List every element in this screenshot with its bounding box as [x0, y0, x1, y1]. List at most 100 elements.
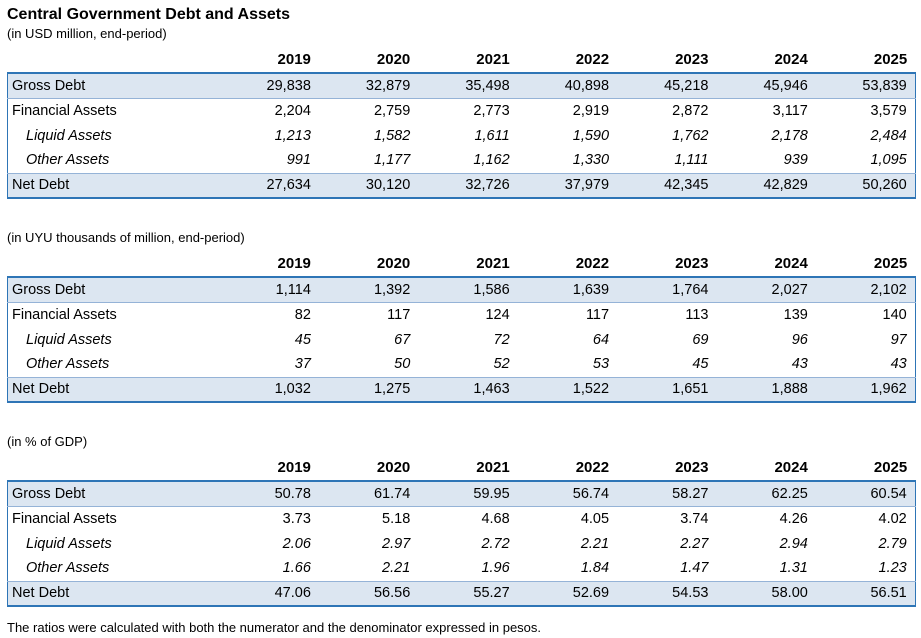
row-label: Financial Assets — [12, 102, 117, 119]
year-header: 2019 — [277, 51, 311, 68]
row-label: Net Debt — [7, 376, 220, 402]
value-cell: 42,829 — [716, 172, 816, 198]
value-cell: 27,634 — [219, 172, 319, 198]
row-label: Other Assets — [26, 152, 110, 169]
year-header: 2023 — [675, 51, 709, 68]
value-cell: 2.21 — [382, 560, 411, 577]
value-cell: 2.06 — [282, 535, 311, 552]
year-header: 2025 — [873, 255, 908, 272]
table-row: Gross Debt 50.78 61.74 59.95 56.74 58.27 62.25… — [7, 481, 916, 507]
value-cell: 1,463 — [418, 376, 518, 402]
row-label: Other Assets — [26, 356, 110, 373]
value-cell: 82 — [294, 306, 311, 323]
years-header: 2019 2020 2021 2022 2023 2024 2025 — [8, 246, 916, 277]
value-cell: 43 — [791, 356, 808, 373]
value-cell: 30,120 — [318, 172, 419, 198]
value-cell: 1,639 — [517, 277, 618, 303]
value-cell: 1,162 — [473, 152, 510, 169]
years-header-row: 2019 2020 2021 2022 2023 2024 2025 — [8, 42, 916, 73]
value-cell: 1.47 — [680, 560, 709, 577]
year-header: 2024 — [774, 255, 808, 272]
table-row: Net Debt 47.06 56.56 55.27 52.69 54.53 58.00 56… — [7, 580, 916, 606]
years-header: 2019 2020 2021 2022 2023 2024 2025 — [8, 450, 916, 481]
row-label: Financial Assets — [12, 510, 117, 527]
value-cell: 37,979 — [517, 172, 618, 198]
value-cell: 3.73 — [282, 510, 311, 527]
value-cell: 1.31 — [779, 560, 808, 577]
year-header: 2020 — [376, 51, 411, 68]
table-row: Financial Assets 3.73 5.18 4.68 4.05 3.74 4.26… — [8, 506, 916, 531]
value-cell: 67 — [394, 331, 411, 348]
value-cell: 4.26 — [779, 510, 808, 527]
table-row: Gross Debt 1,114 1,392 1,586 1,639 1,764 2,027… — [7, 277, 916, 303]
table-row: Net Debt 1,032 1,275 1,463 1,522 1,651 1,888 1,… — [7, 376, 916, 402]
value-cell: 2,919 — [572, 102, 610, 119]
value-cell: 2,872 — [672, 102, 709, 119]
table-row: Other Assets 1.66 2.21 1.96 1.84 1.47 1.31 1.23 — [8, 556, 916, 581]
value-cell: 4.02 — [878, 510, 907, 527]
value-cell: 45,946 — [716, 73, 816, 99]
years-header: 2019 2020 2021 2022 2023 2024 2025 — [8, 42, 916, 73]
year-header: 2019 — [277, 255, 311, 272]
value-cell: 72 — [493, 331, 510, 348]
value-cell: 42,345 — [617, 172, 717, 198]
table-row: Other Assets 991 1,177 1,162 1,330 1,111 939 1,… — [8, 148, 916, 173]
value-cell: 53,839 — [815, 73, 916, 99]
value-cell: 939 — [783, 152, 808, 169]
table-body: Gross Debt 1,114 1,392 1,586 1,639 1,764 2,027… — [7, 277, 916, 402]
value-cell: 58.27 — [617, 481, 717, 507]
value-cell: 1,111 — [674, 152, 709, 169]
table-body: Gross Debt 50.78 61.74 59.95 56.74 58.27 62.25… — [7, 481, 916, 606]
value-cell: 58.00 — [716, 580, 816, 606]
table-row: Financial Assets 2,204 2,759 2,773 2,919 2,87… — [8, 98, 916, 123]
value-cell: 140 — [882, 306, 907, 323]
value-cell: 124 — [485, 306, 510, 323]
value-cell: 37 — [294, 356, 311, 373]
year-header: 2020 — [376, 255, 411, 272]
value-cell: 4.05 — [580, 510, 610, 527]
value-cell: 1.84 — [580, 560, 610, 577]
value-cell: 56.74 — [517, 481, 618, 507]
value-cell: 1,330 — [572, 152, 610, 169]
table-subtitle-gdp: (in % of GDP) — [7, 434, 88, 449]
value-cell: 2.27 — [680, 535, 709, 552]
row-label: Financial Assets — [12, 306, 117, 323]
value-cell: 69 — [692, 331, 709, 348]
year-header: 2021 — [476, 51, 510, 68]
table-section-uyu: (in UYU thousands of million, end-period… — [7, 230, 917, 403]
value-cell: 5.18 — [382, 510, 411, 527]
value-cell: 40,898 — [517, 73, 618, 99]
row-label: Net Debt — [7, 580, 220, 606]
value-cell: 2.79 — [878, 535, 907, 552]
year-header: 2022 — [575, 255, 610, 272]
value-cell: 1.23 — [878, 560, 907, 577]
row-label-header — [8, 246, 220, 277]
value-cell: 117 — [585, 306, 610, 323]
year-header: 2020 — [376, 459, 411, 476]
year-header: 2025 — [873, 459, 908, 476]
table-section-usd: (in USD million, end-period) 2019 2020 202… — [7, 26, 917, 199]
table-subtitle-uyu: (in UYU thousands of million, end-period… — [7, 230, 245, 245]
value-cell: 2,773 — [473, 102, 510, 119]
row-label: Liquid Assets — [26, 535, 112, 552]
value-cell: 1,275 — [318, 376, 419, 402]
table-body: Gross Debt 29,838 32,879 35,498 40,898 45,218… — [7, 73, 916, 198]
value-cell: 2,204 — [274, 102, 311, 119]
row-label: Gross Debt — [7, 481, 220, 507]
value-cell: 1,213 — [274, 127, 311, 144]
row-label: Gross Debt — [7, 73, 220, 99]
value-cell: 1,764 — [617, 277, 717, 303]
value-cell: 53 — [592, 356, 610, 373]
footnote: The ratios were calculated with both the… — [7, 620, 542, 635]
table-row: Liquid Assets 1,213 1,582 1,611 1,590 1,762 2,… — [8, 123, 916, 148]
value-cell: 47.06 — [219, 580, 319, 606]
value-cell: 2,178 — [771, 127, 808, 144]
years-header-row: 2019 2020 2021 2022 2023 2024 2025 — [8, 450, 916, 481]
table-row: Other Assets 37 50 52 53 45 43 43 — [8, 352, 916, 377]
year-header: 2025 — [873, 51, 908, 68]
value-cell: 97 — [890, 331, 907, 348]
value-cell: 1,582 — [373, 127, 411, 144]
value-cell: 1,177 — [373, 152, 411, 169]
value-cell: 32,726 — [418, 172, 518, 198]
row-label-header — [8, 42, 220, 73]
